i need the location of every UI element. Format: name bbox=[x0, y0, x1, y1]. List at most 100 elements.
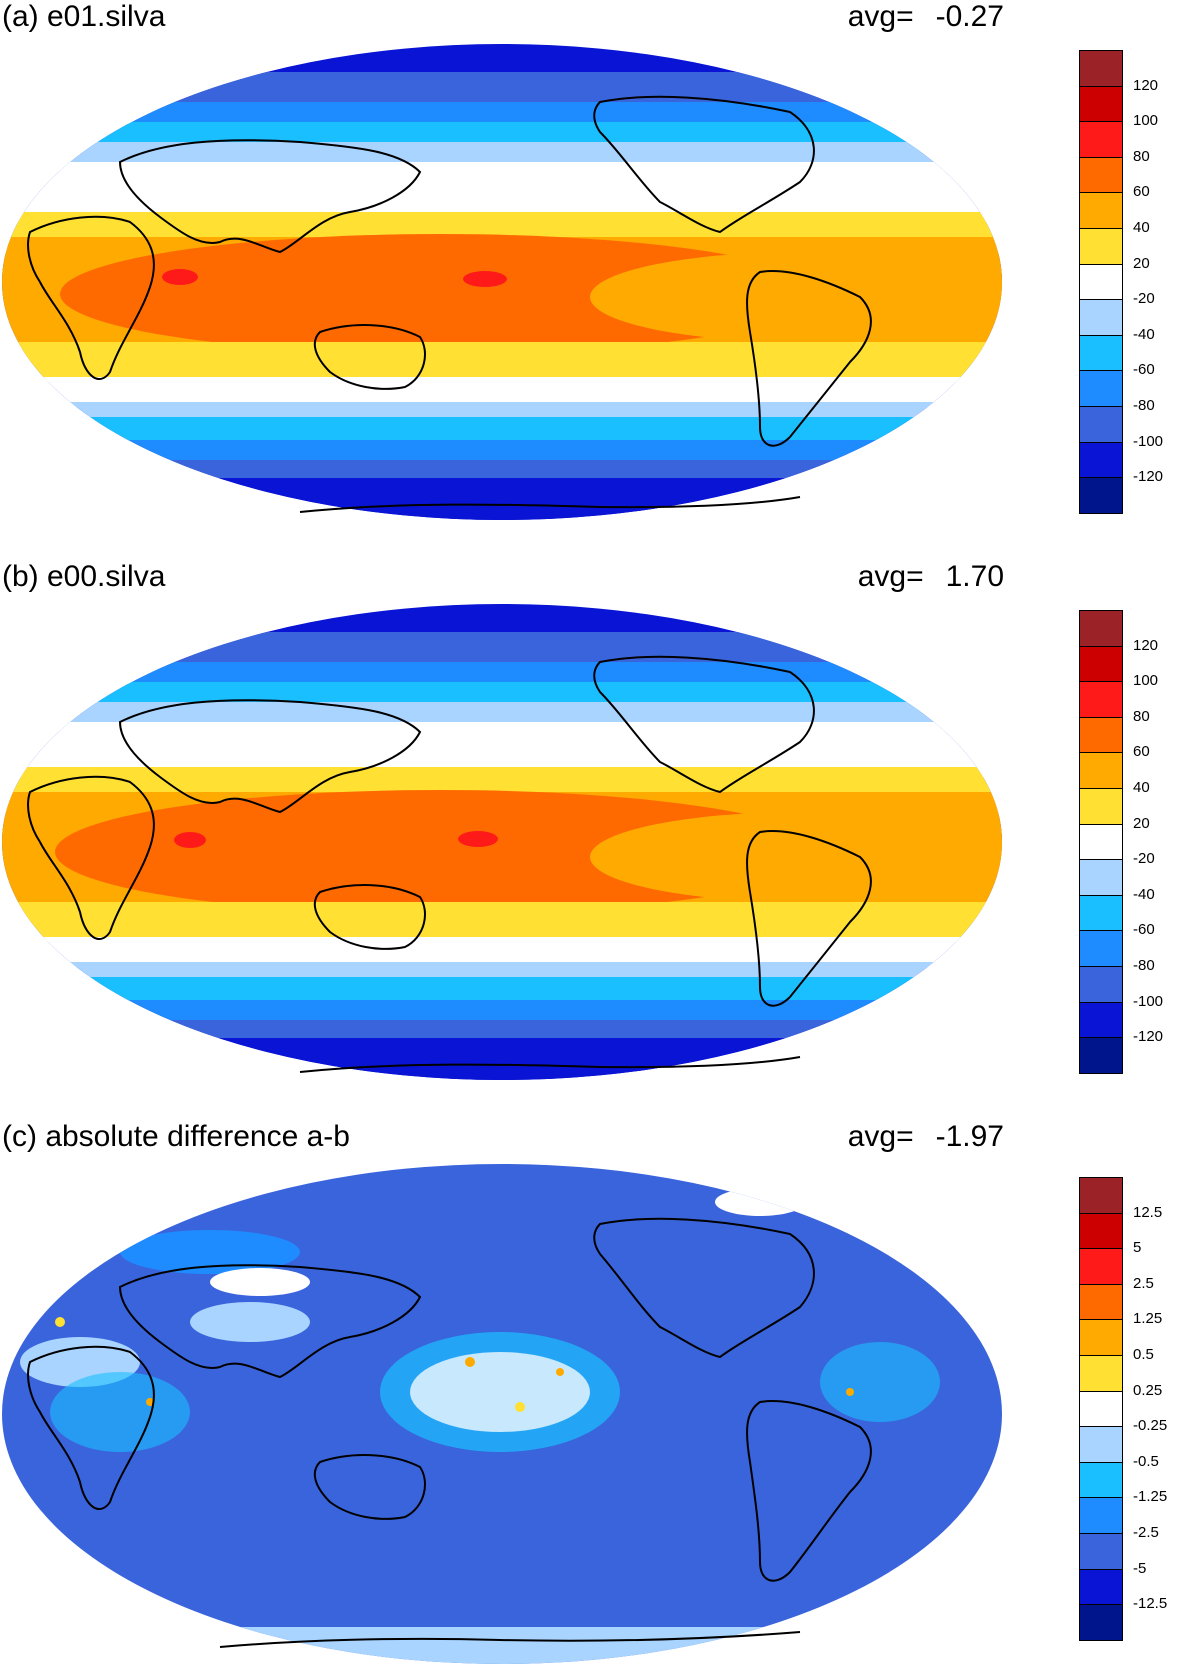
colorbar-swatch bbox=[1079, 85, 1123, 123]
colorbar-swatch bbox=[1079, 1604, 1123, 1641]
colorbar-swatch bbox=[1079, 1497, 1123, 1534]
colorbar-swatch bbox=[1079, 894, 1123, 932]
colorbar-tick-label: 60 bbox=[1133, 743, 1150, 761]
colorbar-swatch bbox=[1079, 859, 1123, 896]
colorbar-swatch bbox=[1079, 610, 1123, 647]
colorbar-swatch bbox=[1079, 1248, 1123, 1285]
panel-b: (b) e00.silva avg= 1.70 bbox=[0, 560, 1194, 1120]
colorbar-tick-label: -40 bbox=[1133, 325, 1155, 343]
colorbar-swatch bbox=[1079, 966, 1123, 1003]
colorbar-swatch bbox=[1079, 681, 1123, 718]
colorbar-tick-label: -80 bbox=[1133, 397, 1155, 414]
panel-a: (a) e01.silva avg= -0.27 bbox=[0, 0, 1194, 560]
coastlines bbox=[27, 95, 872, 513]
colorbar-tick-label: 20 bbox=[1133, 814, 1150, 832]
colorbar-tick-label: 2.5 bbox=[1133, 1274, 1154, 1292]
colorbar-tick-label: -120 bbox=[1133, 468, 1164, 486]
colorbar-swatch bbox=[1079, 1355, 1123, 1392]
avg-value: 1.70 bbox=[945, 560, 1004, 593]
colorbar-swatch bbox=[1079, 1426, 1123, 1463]
colorbar-swatch bbox=[1079, 228, 1123, 265]
panel-title: (c) absolute difference a-b bbox=[2, 1120, 350, 1153]
colorbar-swatch bbox=[1079, 823, 1123, 861]
colorbar-swatch bbox=[1079, 441, 1123, 479]
colorbar-swatch bbox=[1079, 156, 1123, 194]
colorbar-swatch bbox=[1079, 1283, 1123, 1321]
panel-average: avg= -0.27 bbox=[848, 0, 1004, 34]
colorbar-tick-label: 80 bbox=[1133, 147, 1150, 165]
colorbar-swatch bbox=[1079, 121, 1123, 158]
colorbar-swatch bbox=[1079, 645, 1123, 683]
colorbar-tick-label: -1.25 bbox=[1133, 1488, 1168, 1506]
colorbar-tick-label: 80 bbox=[1133, 707, 1150, 725]
colorbar-swatch bbox=[1079, 1001, 1123, 1039]
colorbar-swatch bbox=[1079, 299, 1123, 336]
colorbar-swatch bbox=[1079, 1037, 1123, 1074]
colorbar-swatch bbox=[1079, 752, 1123, 789]
map-c bbox=[2, 1164, 1002, 1664]
map-b bbox=[2, 604, 1002, 1080]
colorbar-tick-label: 40 bbox=[1133, 219, 1150, 236]
colorbar-tick-label: 100 bbox=[1133, 112, 1159, 130]
avg-label: avg= bbox=[857, 560, 924, 593]
colorbar-tick-label: -20 bbox=[1133, 290, 1155, 308]
colorbar-tick-label: -5 bbox=[1133, 1559, 1147, 1577]
colorbar-swatch bbox=[1079, 1390, 1123, 1428]
colorbar-b: 120 100 80 60 40 20 -20 -40 -60 -80 -100 -120 bbox=[1079, 610, 1191, 1074]
panel-average: avg= 1.70 bbox=[858, 560, 1004, 594]
colorbar-swatch bbox=[1079, 788, 1123, 825]
colorbar-tick-label: 5 bbox=[1133, 1239, 1142, 1257]
colorbar-swatch bbox=[1079, 716, 1123, 754]
colorbar-swatch bbox=[1079, 1461, 1123, 1499]
colorbar-tick-label: 120 bbox=[1133, 76, 1159, 94]
colorbar-tick-label: -60 bbox=[1133, 361, 1155, 379]
colorbar-swatch bbox=[1079, 192, 1123, 229]
avg-label: avg= bbox=[847, 1120, 914, 1153]
colorbar-swatch bbox=[1079, 334, 1123, 372]
colorbar-swatch bbox=[1079, 930, 1123, 967]
avg-label: avg= bbox=[847, 0, 914, 33]
avg-value: -1.97 bbox=[935, 1120, 1004, 1153]
colorbar-tick-label: -60 bbox=[1133, 921, 1155, 939]
panel-c: (c) absolute difference a-b avg= -1.97 bbox=[0, 1120, 1194, 1677]
colorbar-tick-label: 20 bbox=[1133, 254, 1150, 272]
colorbar-tick-label: 12.5 bbox=[1133, 1203, 1163, 1221]
colorbar-a: 120 100 80 60 40 20 -20 -40 -60 -80 -100 -120 bbox=[1079, 50, 1191, 514]
panel-title: (b) e00.silva bbox=[2, 560, 166, 593]
colorbar-tick-label: 1.25 bbox=[1133, 1310, 1163, 1328]
coastlines bbox=[27, 655, 872, 1073]
colorbar-tick-label: 100 bbox=[1133, 672, 1159, 690]
map-a bbox=[2, 44, 1002, 520]
colorbar-swatch bbox=[1079, 1212, 1123, 1250]
colorbar-tick-label: -80 bbox=[1133, 957, 1155, 974]
colorbar-tick-label: 0.5 bbox=[1133, 1346, 1154, 1363]
colorbar-swatch bbox=[1079, 477, 1123, 514]
colorbar-tick-label: -120 bbox=[1133, 1028, 1164, 1046]
colorbar-tick-label: -100 bbox=[1133, 432, 1164, 450]
panel-average: avg= -1.97 bbox=[848, 1120, 1004, 1154]
colorbar-tick-label: 40 bbox=[1133, 779, 1150, 796]
colorbar-tick-label: -40 bbox=[1133, 885, 1155, 903]
colorbar-tick-label: -20 bbox=[1133, 850, 1155, 868]
colorbar-swatch bbox=[1079, 1533, 1123, 1570]
field-bands bbox=[2, 604, 1002, 1080]
colorbar-swatch bbox=[1079, 1177, 1123, 1214]
colorbar-swatch bbox=[1079, 406, 1123, 443]
colorbar-tick-label: 0.25 bbox=[1133, 1381, 1163, 1399]
panel-title: (a) e01.silva bbox=[2, 0, 166, 33]
colorbar-swatch bbox=[1079, 1568, 1123, 1606]
colorbar-swatch bbox=[1079, 370, 1123, 407]
colorbar-tick-label: -0.25 bbox=[1133, 1417, 1168, 1435]
colorbar-tick-label: 120 bbox=[1133, 636, 1159, 654]
colorbar-tick-label: -2.5 bbox=[1133, 1524, 1159, 1541]
colorbar-tick-label: -100 bbox=[1133, 992, 1164, 1010]
colorbar-tick-label: 60 bbox=[1133, 183, 1150, 201]
coastlines bbox=[27, 1217, 872, 1648]
colorbar-swatch bbox=[1079, 50, 1123, 87]
colorbar-swatch bbox=[1079, 263, 1123, 301]
colorbar-swatch bbox=[1079, 1319, 1123, 1356]
avg-value: -0.27 bbox=[935, 0, 1004, 33]
colorbar-tick-label: -12.5 bbox=[1133, 1595, 1168, 1613]
colorbar-tick-label: -0.5 bbox=[1133, 1452, 1159, 1470]
colorbar-c: 12.5 5 2.5 1.25 0.5 0.25 -0.25 -0.5 -1.25 -2.5 -5 -… bbox=[1079, 1177, 1191, 1641]
